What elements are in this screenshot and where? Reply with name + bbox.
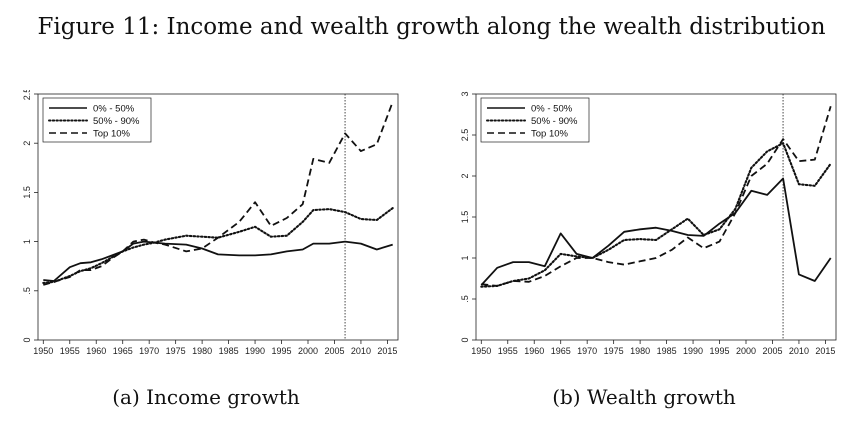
x-tick-label: 2010 bbox=[789, 346, 809, 356]
y-tick-label: 0 bbox=[460, 337, 470, 342]
x-tick-label: 2000 bbox=[298, 346, 318, 356]
x-tick-label: 1995 bbox=[710, 346, 730, 356]
x-tick-label: 1965 bbox=[113, 346, 133, 356]
legend-label: 50% - 90% bbox=[531, 116, 578, 127]
legend-label: Top 10% bbox=[531, 129, 569, 140]
x-tick-label: 1960 bbox=[524, 346, 544, 356]
y-tick-label: 0 bbox=[22, 337, 32, 342]
x-tick-label: 1990 bbox=[245, 346, 265, 356]
x-tick-label: 1985 bbox=[657, 346, 677, 356]
y-tick-label: 1.5 bbox=[22, 186, 32, 199]
x-tick-label: 2015 bbox=[377, 346, 397, 356]
legend-label: Top 10% bbox=[93, 129, 131, 140]
legend-label: 0% - 50% bbox=[93, 104, 135, 115]
legend-label: 50% - 90% bbox=[93, 116, 140, 127]
y-tick-label: 2.5 bbox=[460, 129, 470, 142]
x-tick-label: 2015 bbox=[815, 346, 835, 356]
x-tick-label: 1995 bbox=[272, 346, 292, 356]
plot-frame bbox=[37, 93, 399, 341]
y-tick-label: 1 bbox=[460, 255, 470, 260]
y-tick-label: 1.5 bbox=[460, 211, 470, 224]
x-tick-label: 1970 bbox=[139, 346, 159, 356]
wealth-growth-chart: 0 .5 1 1.5 2 2.5 3 1950 1955 1960 1965 1970 1975 1980… bbox=[460, 91, 837, 356]
series-line-3 bbox=[481, 106, 832, 287]
x-tick-label: 1975 bbox=[166, 346, 186, 356]
y-tick-label: 3 bbox=[460, 91, 470, 96]
series-line-3 bbox=[43, 101, 394, 286]
income-growth-caption: (a) Income growth bbox=[112, 385, 300, 409]
y-tick-label: .5 bbox=[460, 295, 470, 303]
legend: 0% - 50%50% - 90% Top 10% bbox=[480, 97, 590, 143]
x-tick-label: 1985 bbox=[219, 346, 239, 356]
series-line-1 bbox=[43, 240, 393, 282]
x-tick-label: 1960 bbox=[86, 346, 106, 356]
x-tick-label: 2000 bbox=[736, 346, 756, 356]
legend-label: 0% - 50% bbox=[531, 104, 573, 115]
x-tick-label: 1965 bbox=[551, 346, 571, 356]
y-tick-label: 2.5 bbox=[22, 90, 32, 100]
x-tick-label: 1990 bbox=[683, 346, 703, 356]
x-tick-label: 2005 bbox=[324, 346, 344, 356]
x-tick-label: 1980 bbox=[630, 346, 650, 356]
figure-title: Figure 11: Income and wealth growth alon… bbox=[37, 14, 826, 40]
wealth-growth-caption: (b) Wealth growth bbox=[552, 385, 736, 409]
x-tick-label: 1950 bbox=[33, 346, 53, 356]
income-growth-panel: 0 .5 1 1.5 2 2.5 1950 1955 1960 1965 1970 1975 1980 1… bbox=[10, 90, 405, 372]
y-tick-label: 2 bbox=[460, 173, 470, 178]
x-tick-label: 1950 bbox=[471, 346, 491, 356]
y-tick-label: .5 bbox=[22, 287, 32, 295]
series-line-2 bbox=[480, 142, 832, 288]
x-tick-label: 2010 bbox=[351, 346, 371, 356]
series-line-1 bbox=[480, 177, 832, 286]
x-tick-label: 1975 bbox=[604, 346, 624, 356]
wealth-growth-panel: 0 .5 1 1.5 2 2.5 3 1950 1955 1960 1965 1970 1975 1980… bbox=[448, 90, 843, 372]
y-tick-label: 1 bbox=[22, 239, 32, 244]
x-tick-label: 1955 bbox=[498, 346, 518, 356]
income-growth-chart: 0 .5 1 1.5 2 2.5 1950 1955 1960 1965 1970 1975 1980 1… bbox=[22, 90, 399, 356]
x-tick-label: 1970 bbox=[577, 346, 597, 356]
series-line-2 bbox=[42, 207, 394, 284]
x-tick-label: 1980 bbox=[192, 346, 212, 356]
legend: 0% - 50%50% - 90% Top 10% bbox=[42, 97, 152, 143]
y-tick-label: 2 bbox=[22, 141, 32, 146]
x-tick-label: 2005 bbox=[762, 346, 782, 356]
x-tick-label: 1955 bbox=[60, 346, 80, 356]
